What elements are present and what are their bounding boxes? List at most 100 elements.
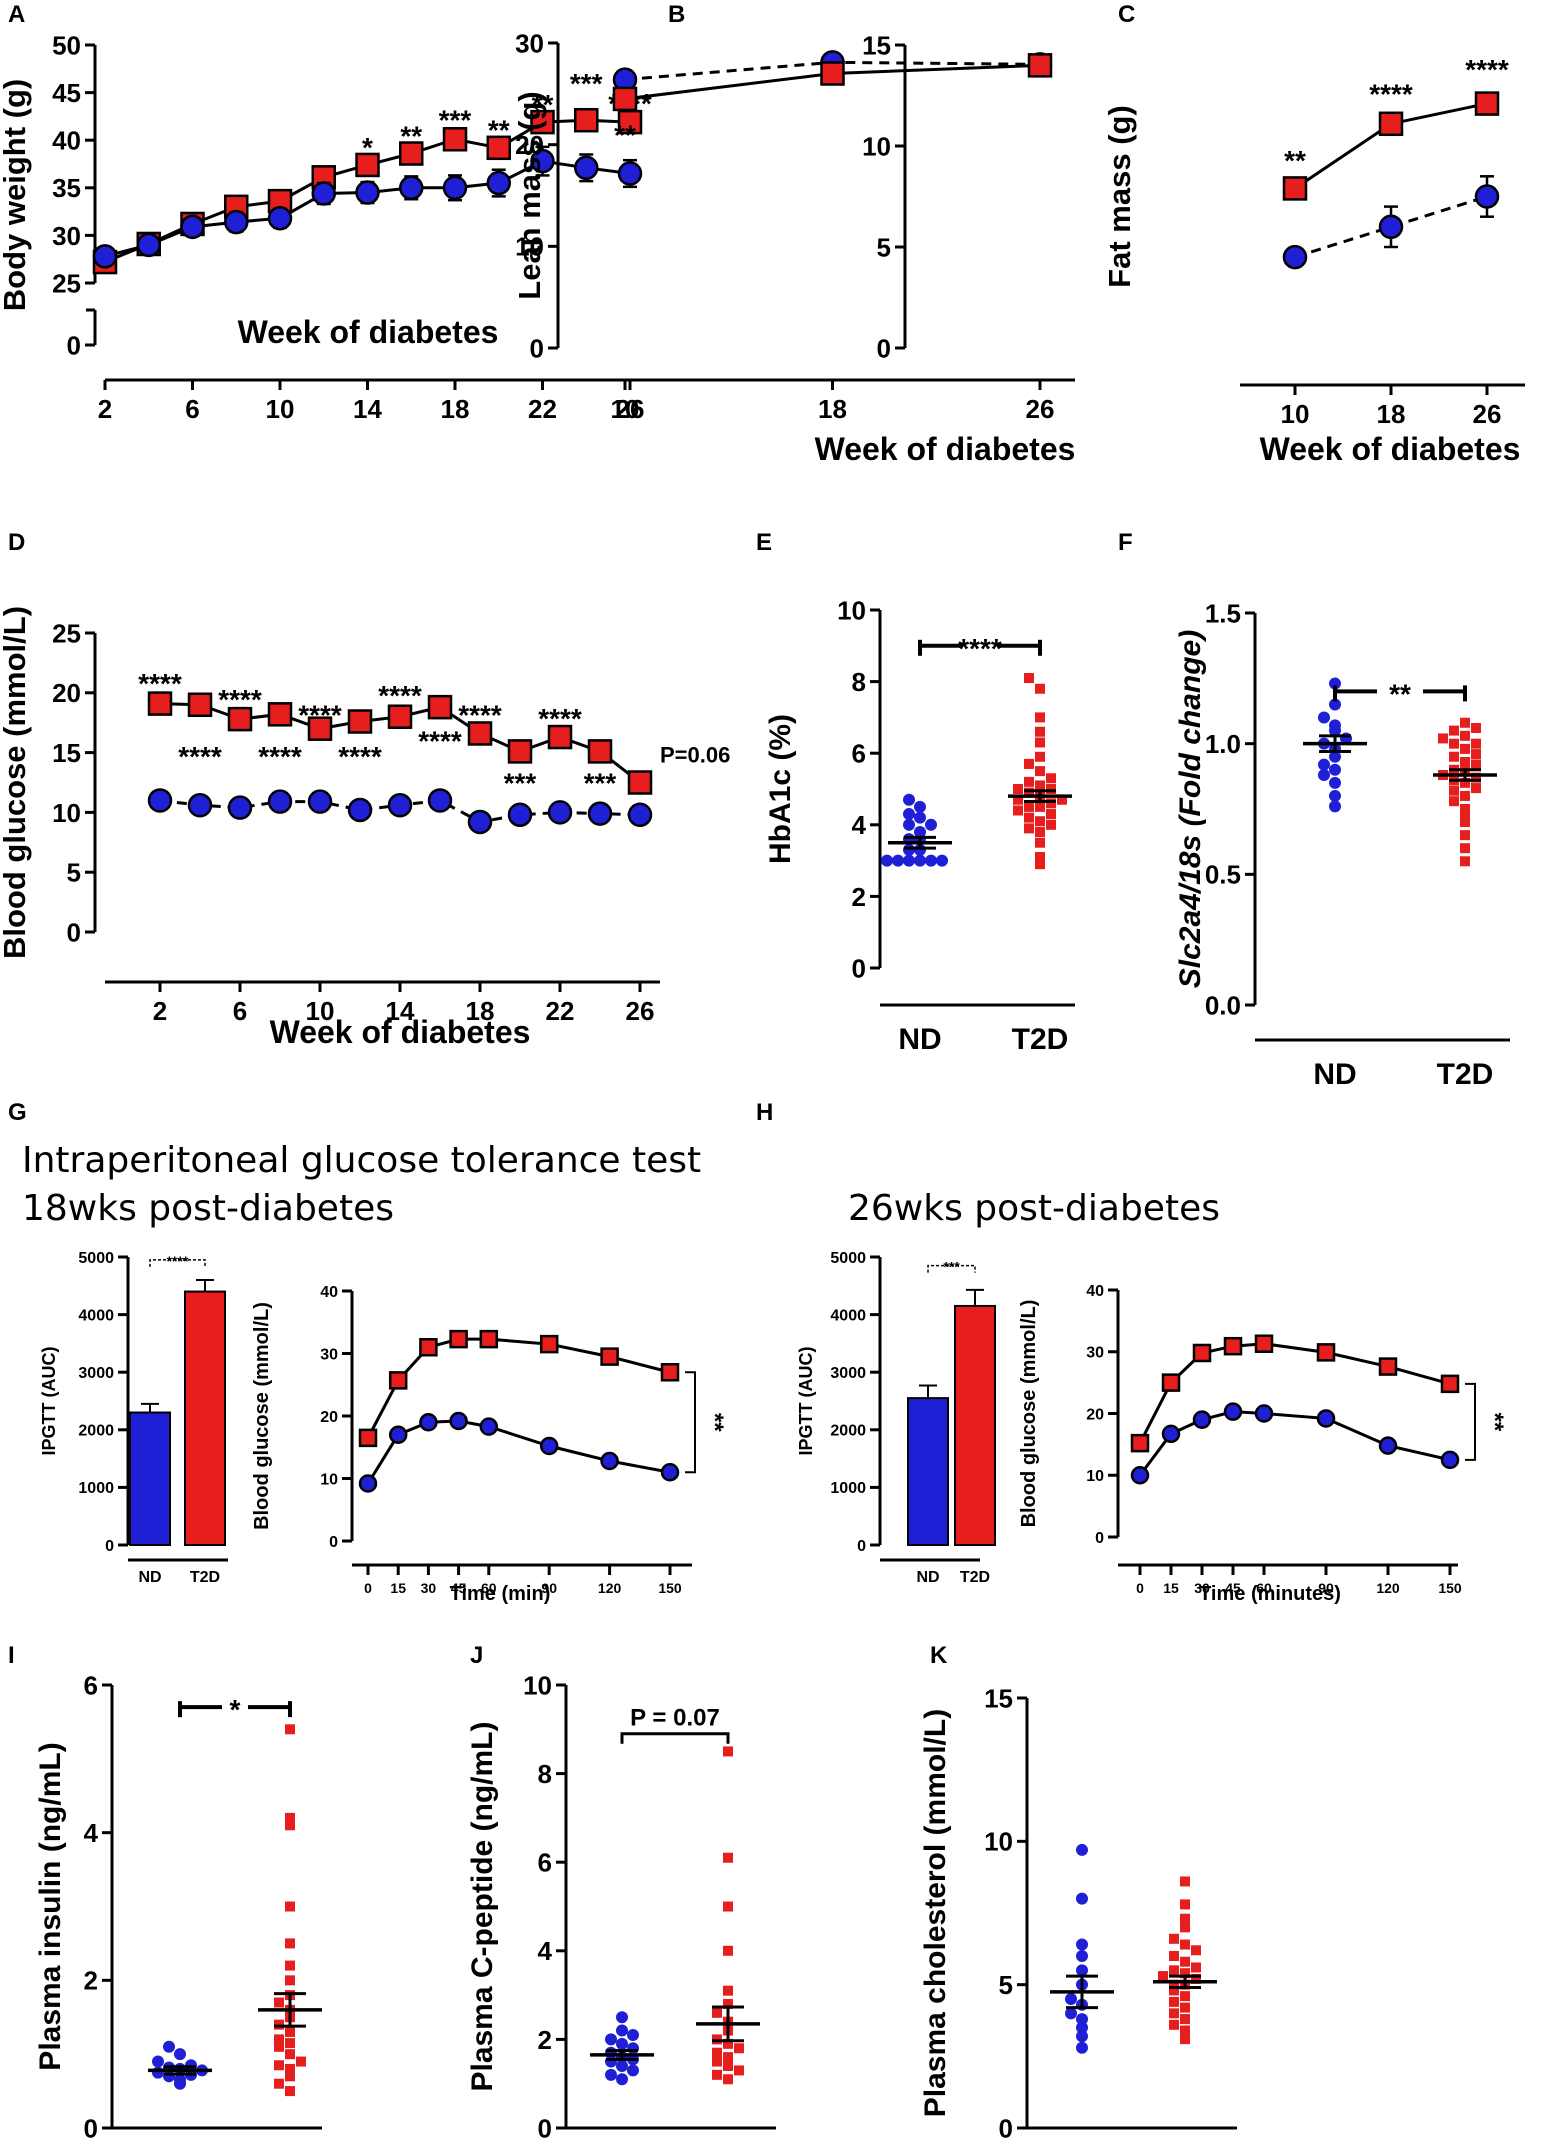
panel-label-f: F bbox=[1118, 529, 1133, 556]
data-point-circle bbox=[507, 802, 533, 828]
x-tick-label: ND bbox=[1313, 1058, 1356, 1091]
y-axis-label: Plasma cholesterol (mmol/L) bbox=[919, 1709, 952, 2117]
data-point-circle bbox=[358, 1474, 378, 1493]
bar-t2d bbox=[184, 1290, 226, 1547]
data-point-circle bbox=[1318, 758, 1330, 771]
x-tick-label: T2D bbox=[960, 1569, 990, 1586]
data-point-circle bbox=[539, 1436, 559, 1456]
data-point-circle bbox=[627, 2064, 639, 2077]
data-point-circle bbox=[1329, 677, 1341, 690]
y-tick-label: 0 bbox=[329, 1534, 338, 1551]
data-point-square bbox=[1035, 837, 1045, 848]
y-tick-label: 10 bbox=[320, 1471, 338, 1488]
y-axis-label: IPGTT (AUC) bbox=[39, 1347, 59, 1456]
y-tick-label: 40 bbox=[1086, 1283, 1104, 1300]
data-point-circle bbox=[1329, 789, 1341, 802]
y-axis-e: 0 2 4 6 8 10 HbA1c (%) bbox=[764, 595, 882, 983]
data-point-square bbox=[1035, 766, 1045, 777]
data-point-square bbox=[1191, 1962, 1201, 1973]
data-point-circle bbox=[311, 181, 336, 206]
y-tick-label: 4 bbox=[852, 810, 867, 840]
data-point-circle bbox=[388, 1425, 408, 1444]
data-point-circle bbox=[1076, 1938, 1088, 1951]
data-point-circle bbox=[174, 2048, 186, 2061]
data-point-circle bbox=[1329, 698, 1341, 711]
y-tick-label: 30 bbox=[320, 1346, 338, 1363]
y-tick-label: 0 bbox=[852, 953, 866, 983]
data-point-circle bbox=[1254, 1404, 1274, 1423]
data-point-square bbox=[712, 2007, 722, 2018]
x-tick-label: ND bbox=[138, 1569, 161, 1586]
y-axis-label: Blood glucose (mmol/L) bbox=[0, 606, 32, 959]
data-point-square bbox=[1024, 812, 1034, 823]
x-tick-label: 26 bbox=[1473, 399, 1502, 429]
data-point-square bbox=[227, 706, 253, 732]
y-tick-label: 10 bbox=[1086, 1468, 1104, 1485]
y-axis-j: 0 2 4 6 8 10 Plasma C-peptide (ng/mL) bbox=[466, 1670, 568, 2143]
data-point-circle bbox=[1329, 776, 1341, 789]
data-point-circle bbox=[914, 811, 926, 824]
data-point-square bbox=[274, 2034, 284, 2045]
y-tick-label: 5000 bbox=[830, 1250, 866, 1267]
data-point-square bbox=[1046, 798, 1056, 809]
data-point-circle bbox=[616, 2059, 628, 2072]
data-point-square bbox=[1057, 794, 1067, 805]
x-tick-label: ND bbox=[898, 1023, 941, 1056]
data-point-square bbox=[1013, 784, 1023, 794]
data-point-square bbox=[539, 1334, 559, 1354]
data-point-square bbox=[1460, 777, 1470, 788]
data-point-circle bbox=[605, 2033, 617, 2046]
data-point-circle bbox=[1076, 1892, 1088, 1905]
data-point-circle bbox=[881, 854, 893, 867]
x-tick-label: 18 bbox=[1377, 399, 1406, 429]
x-tick-label: 90 bbox=[541, 1580, 557, 1596]
ipgtt-18wk-title: 18wks post-diabetes bbox=[22, 1188, 394, 1229]
data-point-square bbox=[1024, 673, 1034, 684]
data-point-circle bbox=[1329, 800, 1341, 813]
data-point-square bbox=[530, 109, 555, 135]
data-point-square bbox=[712, 2069, 722, 2080]
data-point-square bbox=[723, 1852, 733, 1863]
data-point-circle bbox=[914, 825, 926, 838]
ipgtt-26wk-title: 26wks post-diabetes bbox=[848, 1188, 1220, 1229]
y-tick-label: 0 bbox=[84, 2113, 98, 2143]
data-point-square bbox=[1460, 717, 1470, 728]
y-tick-label: 45 bbox=[52, 78, 81, 108]
y-axis-g-auc: 0 1000 2000 3000 4000 5000 IPGTT (AUC) bbox=[39, 1250, 130, 1555]
data-point-square bbox=[387, 704, 413, 729]
y-tick-label: 10 bbox=[523, 1670, 552, 1700]
significance-label: *** bbox=[570, 68, 603, 99]
significance-label: **** bbox=[138, 668, 182, 699]
significance-bracket bbox=[620, 1732, 730, 1744]
x-tick-label: ND bbox=[158, 2146, 201, 2148]
y-axis-h-auc: 0 1000 2000 3000 4000 5000 IPGTT (AUC) bbox=[796, 1250, 882, 1555]
series-t2d bbox=[1282, 91, 1500, 201]
data-point-circle bbox=[547, 800, 573, 825]
data-point-square bbox=[712, 2047, 722, 2058]
group-nd bbox=[1303, 677, 1367, 813]
significance-label: ** bbox=[1389, 678, 1411, 709]
y-tick-label: 0 bbox=[530, 333, 544, 363]
data-point-square bbox=[427, 694, 453, 720]
series-line bbox=[366, 1419, 671, 1485]
data-point-square bbox=[1460, 756, 1470, 767]
y-tick-label: 0 bbox=[67, 330, 81, 360]
group-nd bbox=[148, 2040, 212, 2090]
y-tick-label: 0 bbox=[1095, 1530, 1104, 1547]
data-point-square bbox=[1046, 809, 1056, 820]
panel-label-g: G bbox=[8, 1099, 27, 1126]
data-point-circle bbox=[1065, 1993, 1077, 2005]
data-point-square bbox=[358, 1428, 378, 1448]
y-tick-label: 2000 bbox=[830, 1423, 866, 1440]
x-tick-label: 6 bbox=[233, 996, 247, 1026]
data-point-square bbox=[1035, 726, 1045, 737]
data-point-circle bbox=[616, 2011, 628, 2024]
y-tick-label: 25 bbox=[52, 268, 81, 298]
data-point-square bbox=[267, 702, 293, 727]
data-point-square bbox=[1449, 725, 1459, 736]
y-axis-label: IPGTT (AUC) bbox=[796, 1347, 816, 1456]
data-point-square bbox=[442, 126, 468, 152]
data-point-square bbox=[1460, 811, 1470, 822]
